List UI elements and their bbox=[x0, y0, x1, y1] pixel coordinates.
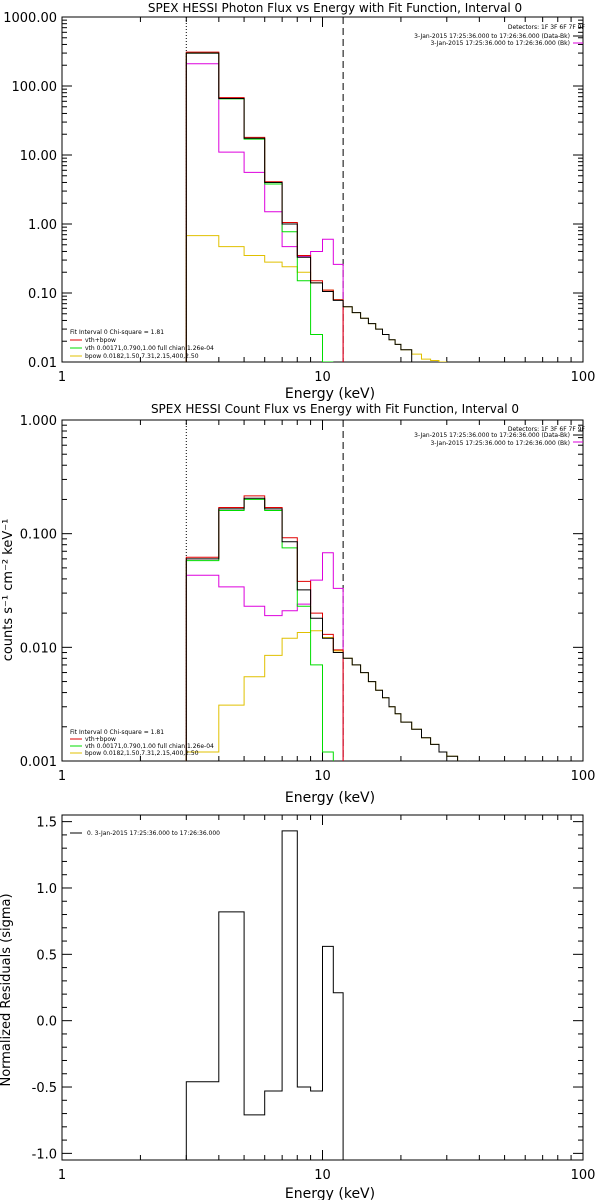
legend-vth-bpow: vth+bpow bbox=[85, 736, 116, 743]
panel-title: SPEX HESSI Photon Flux vs Energy with Fi… bbox=[148, 1, 522, 15]
count-flux-panel: SPEX HESSI Count Flux vs Energy with Fit… bbox=[1, 402, 595, 806]
series-bk-histogram bbox=[185, 63, 344, 362]
series-vth-histogram bbox=[185, 52, 334, 362]
plot-frame bbox=[61, 16, 584, 363]
photon-flux-plot: 1 10 100 0.01 0.10 1.00 10.00 100.00 1000.00 bbox=[3, 11, 595, 385]
residuals-plot: 1 10 100 -1.0 -0.5 0.0 0.5 1.0 1.5 bbox=[32, 814, 596, 1183]
count-flux-plot: 1 10 100 0.001 0.010 0.100 1.000 bbox=[20, 414, 596, 784]
panel-title: SPEX HESSI Count Flux vs Energy with Fit… bbox=[151, 402, 519, 416]
x-tick-label: 10 bbox=[314, 370, 331, 385]
y-tick-label: 0.5 bbox=[36, 948, 57, 963]
detectors-label: Detectors: 1F 3F 6F 7F 9F bbox=[508, 426, 586, 433]
legend-fit-interval: Fit Interval 0 Chi-square = 1.81 bbox=[70, 729, 164, 736]
legend-entry-residual: 0. 3-Jan-2015 17:25:36.000 to 17:26:36.0… bbox=[87, 830, 220, 837]
legend-entry-data-bk: 3-Jan-2015 17:25:36.000 to 17:26:36.000 … bbox=[414, 432, 570, 439]
y-tick-label: 1.00 bbox=[28, 218, 57, 233]
y-axis-label: counts s⁻¹ cm⁻² keV⁻¹ bbox=[1, 519, 16, 662]
y-tick-label: -1.0 bbox=[32, 1147, 57, 1162]
y-tick-label: 0.001 bbox=[20, 755, 57, 770]
series-bk-histogram bbox=[185, 552, 344, 761]
series-bpow-histogram bbox=[185, 630, 468, 761]
legend-entry-data-bk: 3-Jan-2015 17:25:36.000 to 17:26:36.000 … bbox=[414, 33, 570, 40]
x-tick-label: 100 bbox=[571, 1168, 596, 1183]
legend-vth: vth 0.00171,0.790,1.00 full chian 1.26e-… bbox=[85, 345, 214, 352]
x-tick-label: 1 bbox=[58, 769, 66, 784]
legend-bpow: bpow 0.0182,1.50,7.31,2.15,400,2.50 bbox=[85, 750, 199, 757]
legend-bpow: bpow 0.0182,1.50,7.31,2.15,400,2.50 bbox=[85, 353, 199, 360]
legend-vth: vth 0.00171,0.790,1.00 full chian 1.26e-… bbox=[85, 743, 214, 750]
x-tick-label: 10 bbox=[314, 769, 331, 784]
y-tick-label: 1000.00 bbox=[3, 11, 57, 26]
y-tick-label: 0.10 bbox=[28, 287, 57, 302]
y-tick-label: 100.00 bbox=[12, 80, 58, 95]
series-data-histogram bbox=[185, 495, 344, 761]
detectors-label: Detectors: 1F 3F 6F 7F 9F bbox=[508, 24, 586, 31]
series-data-histogram bbox=[185, 51, 344, 362]
y-tick-label: 0.01 bbox=[28, 356, 57, 371]
x-axis-label: Energy (keV) bbox=[285, 790, 375, 806]
x-tick-label: 100 bbox=[571, 769, 596, 784]
y-tick-label: 1.0 bbox=[36, 882, 57, 897]
x-tick-label: 10 bbox=[314, 1168, 331, 1183]
photon-flux-panel: SPEX HESSI Photon Flux vs Energy with Fi… bbox=[3, 1, 595, 402]
x-tick-label: 100 bbox=[571, 370, 596, 385]
legend-entry-bk: 3-Jan-2015 17:25:36.000 to 17:26:36.000 … bbox=[430, 440, 570, 447]
y-tick-label: 10.00 bbox=[20, 149, 57, 164]
series-total-histogram bbox=[185, 52, 413, 362]
x-axis-label: Energy (keV) bbox=[285, 386, 375, 402]
y-tick-label: 0.0 bbox=[36, 1015, 57, 1030]
legend-vth-bpow: vth+bpow bbox=[85, 337, 116, 344]
y-tick-label: 0.010 bbox=[20, 641, 57, 656]
y-tick-label: 0.100 bbox=[20, 528, 57, 543]
series-total-histogram bbox=[185, 830, 344, 1160]
y-axis-label: Normalized Residuals (sigma) bbox=[0, 893, 14, 1086]
residuals-panel: 1 10 100-1.0-0.50.00.51.01.5 Energy (keV) … bbox=[0, 814, 596, 1200]
series-total-histogram bbox=[185, 497, 468, 761]
x-tick-label: 1 bbox=[58, 370, 66, 385]
y-tick-label: 1.000 bbox=[20, 414, 57, 429]
y-tick-label: 1.5 bbox=[36, 816, 57, 831]
series-bpow-histogram bbox=[185, 235, 447, 362]
legend-fit-interval: Fit Interval 0 Chi-square = 1.81 bbox=[70, 329, 164, 336]
y-tick-label: -0.5 bbox=[32, 1081, 57, 1096]
x-axis-label: Energy (keV) bbox=[285, 1186, 375, 1200]
legend-entry-bk: 3-Jan-2015 17:25:36.000 to 17:26:36.000 … bbox=[430, 40, 570, 47]
x-tick-label: 1 bbox=[58, 1168, 66, 1183]
